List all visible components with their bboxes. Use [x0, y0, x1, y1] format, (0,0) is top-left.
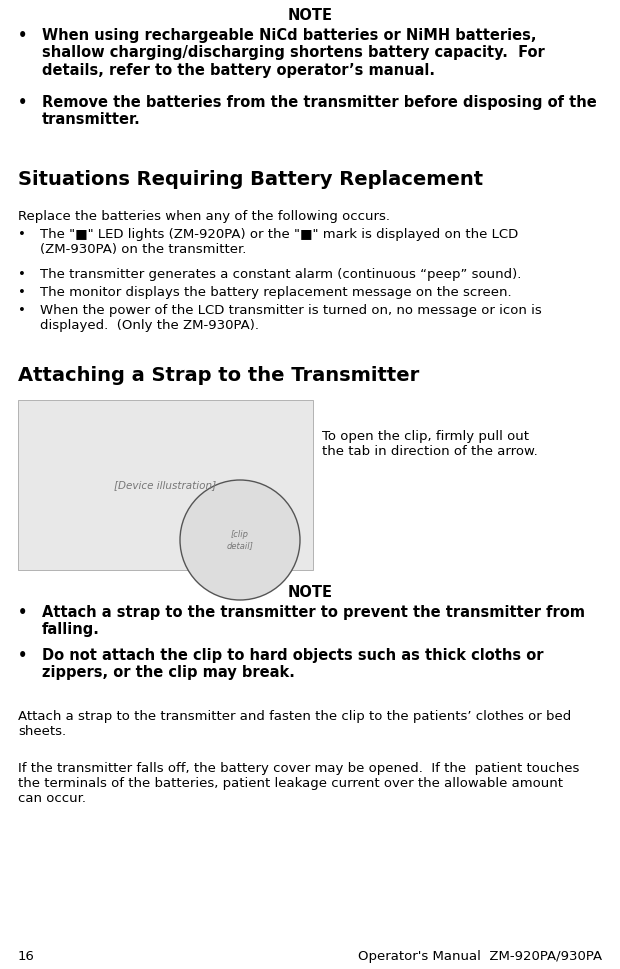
Text: •: • [18, 304, 26, 317]
Text: [Device illustration]: [Device illustration] [115, 480, 216, 490]
Text: NOTE: NOTE [288, 8, 332, 23]
Text: Do not attach the clip to hard objects such as thick cloths or
zippers, or the c: Do not attach the clip to hard objects s… [42, 648, 544, 680]
Text: •: • [18, 648, 27, 663]
Text: When the power of the LCD transmitter is turned on, no message or icon is
displa: When the power of the LCD transmitter is… [40, 304, 542, 332]
Text: [clip
detail]: [clip detail] [226, 530, 254, 549]
Text: Attach a strap to the transmitter to prevent the transmitter from
falling.: Attach a strap to the transmitter to pre… [42, 605, 585, 638]
Text: If the transmitter falls off, the battery cover may be opened.  If the  patient : If the transmitter falls off, the batter… [18, 762, 579, 805]
Text: Replace the batteries when any of the following occurs.: Replace the batteries when any of the fo… [18, 210, 390, 223]
Text: Attaching a Strap to the Transmitter: Attaching a Strap to the Transmitter [18, 366, 419, 385]
Text: To open the clip, firmly pull out
the tab in direction of the arrow.: To open the clip, firmly pull out the ta… [322, 430, 538, 458]
Text: •: • [18, 228, 26, 241]
Text: The "■" LED lights (ZM-920PA) or the "■" mark is displayed on the LCD
(ZM-930PA): The "■" LED lights (ZM-920PA) or the "■"… [40, 228, 518, 256]
Text: •: • [18, 95, 27, 110]
Text: The transmitter generates a constant alarm (continuous “peep” sound).: The transmitter generates a constant ala… [40, 268, 521, 281]
Text: Operator's Manual  ZM-920PA/930PA: Operator's Manual ZM-920PA/930PA [358, 950, 602, 963]
Text: The monitor displays the battery replacement message on the screen.: The monitor displays the battery replace… [40, 286, 512, 299]
Text: •: • [18, 605, 27, 620]
Text: •: • [18, 28, 27, 43]
Text: •: • [18, 286, 26, 299]
Text: 16: 16 [18, 950, 35, 963]
Text: •: • [18, 268, 26, 281]
Text: Remove the batteries from the transmitter before disposing of the
transmitter.: Remove the batteries from the transmitte… [42, 95, 596, 127]
Text: Attach a strap to the transmitter and fasten the clip to the patients’ clothes o: Attach a strap to the transmitter and fa… [18, 710, 571, 738]
Bar [18, 400, 313, 570]
Text: When using rechargeable NiCd batteries or NiMH batteries,
shallow charging/disch: When using rechargeable NiCd batteries o… [42, 28, 545, 78]
Text: Situations Requiring Battery Replacement: Situations Requiring Battery Replacement [18, 170, 483, 189]
Text: NOTE: NOTE [288, 585, 332, 600]
Circle shape [180, 480, 300, 600]
